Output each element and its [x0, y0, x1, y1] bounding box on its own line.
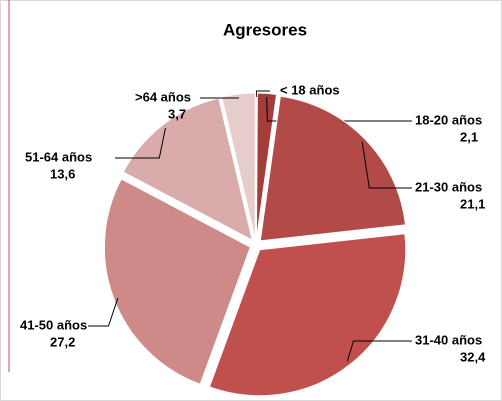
- slice-label: 41-50 años: [20, 317, 87, 332]
- pie-slice: [221, 92, 256, 240]
- slice-label: 31-40 años: [415, 332, 482, 347]
- value-label: 32,4: [460, 349, 486, 364]
- chart-title: Agresores: [223, 20, 307, 39]
- slice-label: < 18 años: [280, 82, 340, 97]
- value-label: 21,1: [460, 196, 485, 211]
- leader-line: [115, 127, 166, 159]
- slice-label: 21-30 años: [415, 179, 482, 194]
- pie-slice: [103, 178, 252, 385]
- pie-slice: [255, 92, 278, 240]
- leader-line: [361, 141, 412, 189]
- value-label: 27,2: [50, 334, 75, 349]
- value-label: 2,1: [460, 129, 478, 144]
- pie-slice: [122, 97, 254, 242]
- leader-line: [88, 297, 119, 327]
- slice-label: 51-64 años: [25, 149, 92, 164]
- slice-label: 18-20 años: [415, 112, 482, 127]
- leader-line: [346, 340, 412, 362]
- slice-label: >64 años: [135, 89, 191, 104]
- pie-slice: [208, 233, 407, 397]
- leader-line: [266, 97, 412, 122]
- value-label: 13,6: [50, 166, 75, 181]
- leader-line: [255, 90, 270, 98]
- pie-slice: [259, 95, 406, 242]
- value-label: 3,7: [168, 106, 186, 121]
